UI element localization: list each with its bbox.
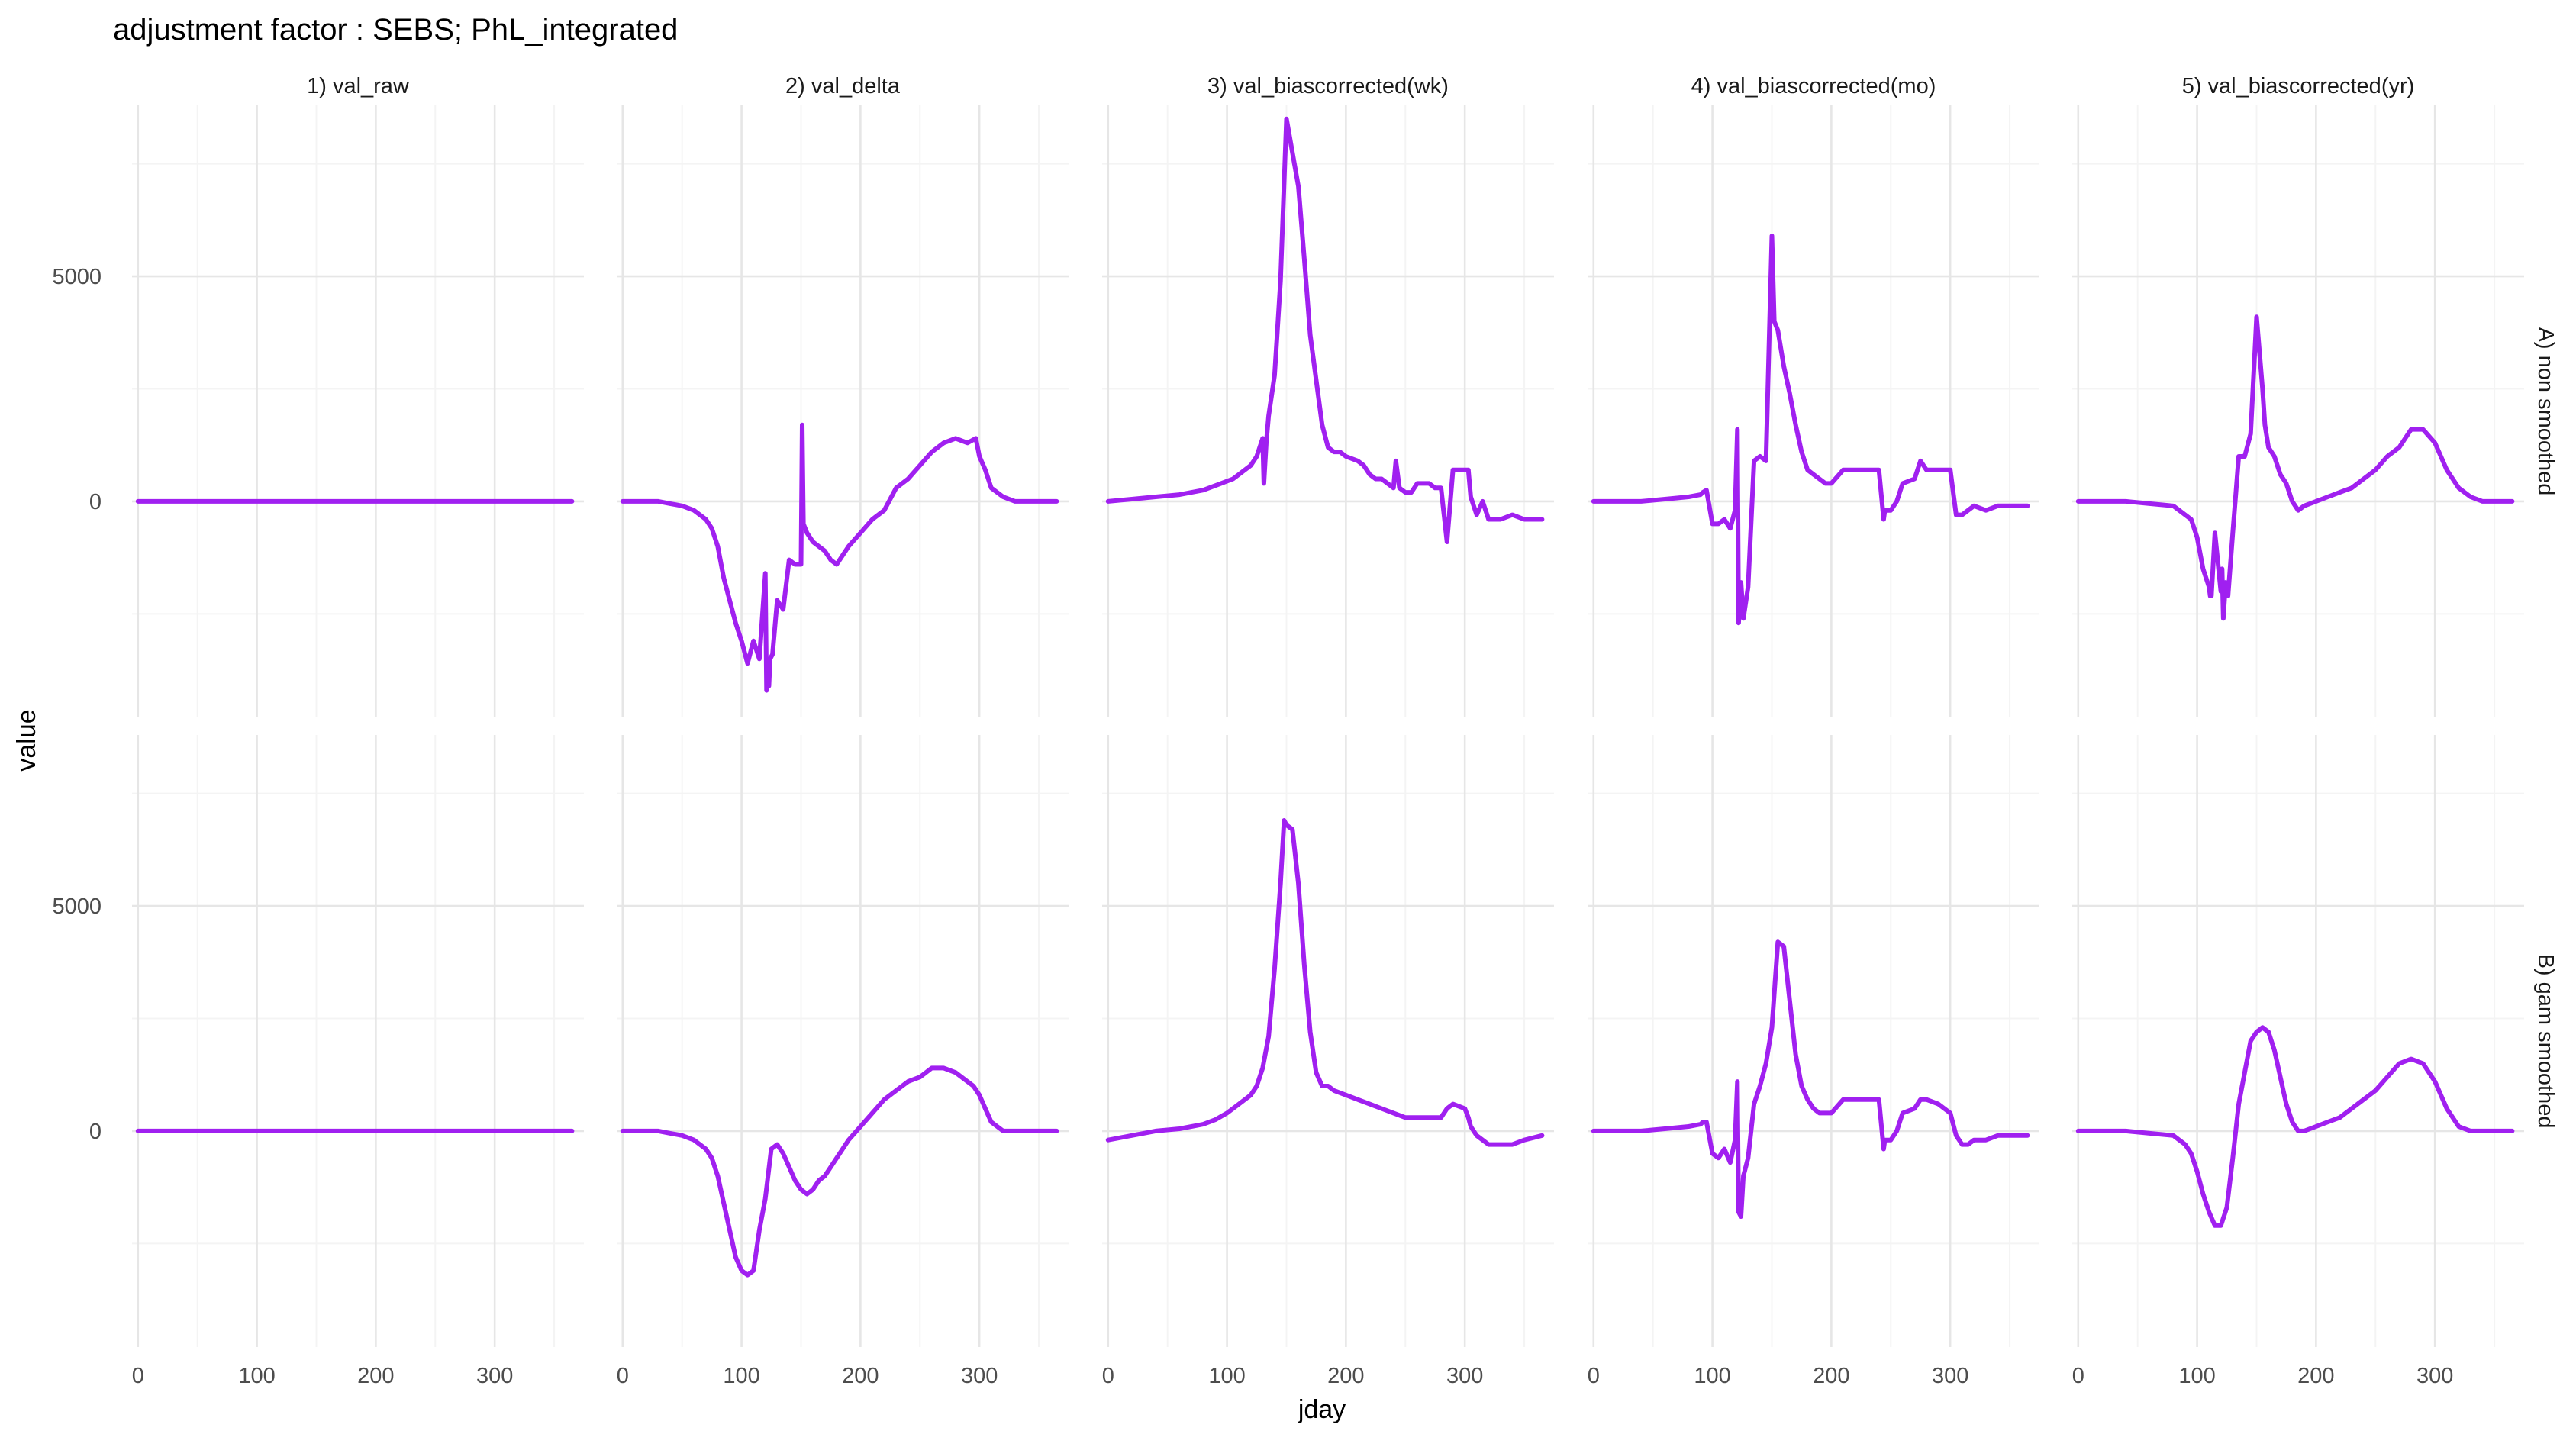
column-strip-label: 4) val_biascorrected(mo) [1691,74,1936,98]
series-line [2075,1025,2515,1228]
x-tick-label: 300 [476,1364,513,1388]
column-strip-label: 3) val_biascorrected(wk) [1207,74,1449,98]
row-strip-label: B) gam smoothed [2533,954,2558,1129]
panel-1-1 [132,105,584,717]
series-line [1591,234,2030,626]
x-tick-label: 100 [2178,1364,2215,1388]
x-tick-label: 200 [1813,1364,1849,1388]
x-tick-label: 300 [961,1364,998,1388]
y-tick-label: 5000 [52,894,102,919]
x-tick-label: 200 [842,1364,879,1388]
column-strip-label: 5) val_biascorrected(yr) [2182,74,2415,98]
panel-1-2 [617,105,1069,717]
chart-title: adjustment factor : SEBS; PhL_integrated [113,13,678,47]
x-tick-label: 100 [238,1364,275,1388]
panel-1-3 [1102,105,1554,717]
x-tick-label: 200 [1327,1364,1364,1388]
x-tick-label: 300 [1932,1364,1968,1388]
series-line [2075,314,2515,621]
column-strip-label: 1) val_raw [307,74,410,98]
column-strip-label: 2) val_delta [785,74,901,98]
y-tick-label: 0 [89,490,102,514]
x-tick-label: 300 [2416,1364,2453,1388]
series-line [1591,939,2030,1219]
y-axis-label: value [12,709,41,771]
panel-1-5 [2072,105,2524,717]
panel-2-2 [617,735,1069,1347]
x-tick-label: 100 [1208,1364,1245,1388]
panel-2-1 [132,735,584,1347]
x-tick-label: 300 [1446,1364,1483,1388]
x-tick-label: 0 [1588,1364,1600,1388]
x-tick-label: 200 [357,1364,394,1388]
series-line [1105,116,1545,544]
x-tick-label: 0 [132,1364,144,1388]
x-tick-label: 100 [1694,1364,1730,1388]
x-tick-label: 200 [2297,1364,2334,1388]
x-tick-label: 0 [1102,1364,1114,1388]
row-strip-label: A) non smoothed [2533,327,2558,496]
series-line [620,422,1059,693]
panel-grid: 1) val_raw 2) val_delta 3) val_biascorrect… [52,74,2558,1388]
x-tick-label: 0 [617,1364,629,1388]
panel-2-3 [1102,735,1554,1347]
panel-2-4 [1588,735,2039,1347]
series-line [620,1065,1059,1278]
y-tick-label: 0 [89,1120,102,1144]
x-axis-label: jday [1298,1395,1346,1424]
y-tick-label: 5000 [52,265,102,289]
series-line [1105,818,1545,1147]
panel-2-5 [2072,735,2524,1347]
panel-1-4 [1588,105,2039,717]
x-tick-label: 100 [723,1364,759,1388]
x-tick-label: 0 [2072,1364,2084,1388]
